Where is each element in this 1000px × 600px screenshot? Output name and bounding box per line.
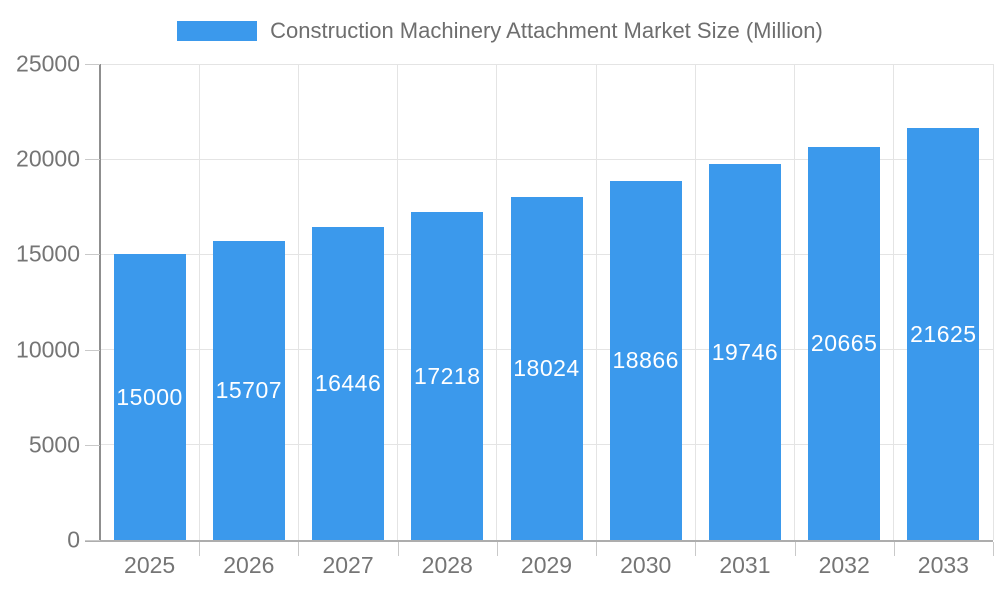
x-axis-tick-label: 2027 [322,552,374,578]
gridline-horizontal [100,158,993,160]
y-axis-line [99,64,101,542]
bar[interactable]: 18024 [510,196,583,540]
bar-value-label: 15000 [116,383,183,410]
x-axis-tick-label: 2030 [620,552,672,578]
y-axis-tick [85,254,100,256]
gridline-vertical [595,64,597,540]
bar-value-label: 17218 [414,362,481,389]
x-axis-tick-label: 2026 [223,552,275,578]
y-axis-tick [85,64,100,65]
bar[interactable]: 20665 [808,146,881,540]
gridline-vertical [297,64,299,540]
y-axis-tick-label: 25000 [16,50,80,77]
bar-value-label: 21625 [910,320,977,347]
x-axis-tick-label: 2031 [719,552,771,578]
gridline-vertical [794,64,796,540]
bar[interactable]: 16446 [312,226,385,540]
x-axis-tick [397,542,399,556]
gridline-horizontal [100,63,993,65]
y-axis-tick-label: 0 [67,526,80,553]
gridline-vertical [397,64,399,540]
y-axis-tick-label: 5000 [28,431,80,458]
x-axis-tick [993,542,994,556]
legend-label: Construction Machinery Attachment Market… [270,18,823,43]
x-axis-tick [596,542,598,556]
bar[interactable]: 17218 [411,212,484,540]
bar-value-label: 16446 [314,369,382,396]
bar[interactable]: 21625 [907,128,980,540]
gridline-vertical [198,64,200,540]
y-axis-tick [85,349,100,351]
x-axis-tick [794,542,796,556]
x-axis-line [85,540,993,542]
gridline-vertical [496,64,498,540]
x-axis-tick [298,542,300,556]
y-axis-tick-label: 15000 [16,240,80,267]
bar[interactable]: 19746 [708,164,781,540]
x-axis-tick [893,542,895,556]
bar[interactable]: 18866 [609,180,682,540]
y-axis-tick-label: 10000 [16,336,80,363]
x-axis-tick-label: 2032 [818,552,870,578]
bar-value-label: 15707 [215,376,283,403]
y-axis-tick [85,444,100,446]
x-axis-tick [695,542,697,556]
bar-value-label: 20665 [810,329,878,356]
bar[interactable]: 15000 [113,254,186,540]
gridline-vertical [992,64,994,540]
bar-value-label: 18024 [513,354,580,381]
legend-swatch-icon [177,21,258,41]
x-axis-tick-label: 2029 [520,552,573,578]
y-axis-tick [85,540,100,541]
bar[interactable]: 15707 [212,240,285,540]
x-axis-tick-label: 2033 [917,552,969,578]
x-axis-tick-label: 2028 [421,552,473,578]
gridline-vertical [694,64,696,540]
y-axis-tick-label: 20000 [16,145,80,172]
x-axis-tick [199,542,201,556]
chart-legend[interactable]: Construction Machinery Attachment Market… [0,18,1000,44]
gridline-vertical [893,64,895,540]
y-axis-tick [85,159,100,161]
bar-value-label: 18866 [612,346,679,373]
bar-value-label: 19746 [711,338,779,365]
x-axis-tick-label: 2025 [124,552,176,578]
x-axis-tick [496,542,498,556]
plot-area: 15000 15707 16446 17218 18024 18866 19746 20665… [100,63,994,540]
